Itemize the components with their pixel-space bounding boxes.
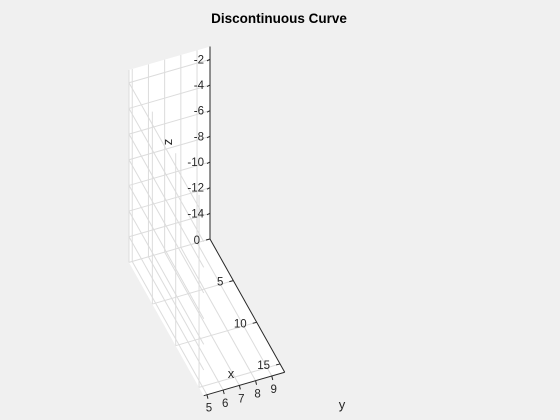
y-tick-label: 6 <box>222 398 228 410</box>
y-tick-label: 9 <box>271 384 277 396</box>
y-tick-mark <box>255 380 258 385</box>
floor-pane <box>129 239 285 396</box>
grid-lines <box>128 50 281 395</box>
z-tick-label: -14 <box>187 208 204 220</box>
y-axis-label: y <box>339 397 346 412</box>
z-tick-label: -6 <box>194 106 204 118</box>
z-tick-mark <box>206 58 211 62</box>
x-tick-label: 10 <box>234 318 247 330</box>
z-tick-label: -10 <box>187 157 204 169</box>
x-tick-label: 5 <box>217 277 223 289</box>
x-tick-mark <box>229 280 234 283</box>
z-gridline <box>128 110 211 135</box>
x-tick-label: 15 <box>257 360 270 372</box>
z-tick-label: -8 <box>194 131 204 143</box>
z-tick-mark <box>206 135 211 139</box>
z-gridline <box>128 161 211 186</box>
x-gridline <box>198 363 281 388</box>
z-tick-mark <box>206 187 211 190</box>
y-axis-line <box>203 371 285 397</box>
x-tick-mark <box>205 238 211 241</box>
y-tick-mark <box>271 375 274 381</box>
x-tick-mark <box>252 321 257 324</box>
axis-lines <box>203 46 286 399</box>
x-tick-label: 0 <box>194 235 200 247</box>
y-tick-mark <box>222 389 225 395</box>
x-gridline <box>152 280 234 305</box>
y-tick-label: 5 <box>206 403 212 415</box>
z-tick-mark <box>206 84 211 87</box>
x-gridline <box>128 238 211 263</box>
y-gridline <box>196 242 273 377</box>
y-tick-mark <box>238 385 241 390</box>
z-gridline <box>128 84 211 109</box>
y-gridline <box>148 256 224 391</box>
x-gridline <box>175 321 257 347</box>
z-tick-label: -2 <box>194 54 204 66</box>
y-gridline <box>131 261 208 395</box>
z-tick-mark <box>206 161 211 164</box>
z-axis-label: z <box>160 139 175 146</box>
y-tick-label: 7 <box>238 393 244 405</box>
z-tick-mark <box>206 110 211 113</box>
x-axis-line <box>209 238 286 373</box>
x-axis-label: x <box>228 366 235 381</box>
z-gridline <box>128 135 211 161</box>
y-gridline <box>180 247 256 381</box>
y-gridline <box>164 251 240 386</box>
z-tick-label: -12 <box>187 183 204 195</box>
x-tick-mark <box>275 363 281 366</box>
z-tick-mark <box>206 212 211 216</box>
z-tick-label: -4 <box>194 80 205 92</box>
y-tick-label: 8 <box>254 389 260 401</box>
z-gridline <box>128 58 211 84</box>
chart-title: Discontinuous Curve <box>211 11 347 26</box>
y-tick-mark <box>206 394 209 399</box>
z-gridline <box>128 187 211 212</box>
z-gridline <box>128 212 211 238</box>
